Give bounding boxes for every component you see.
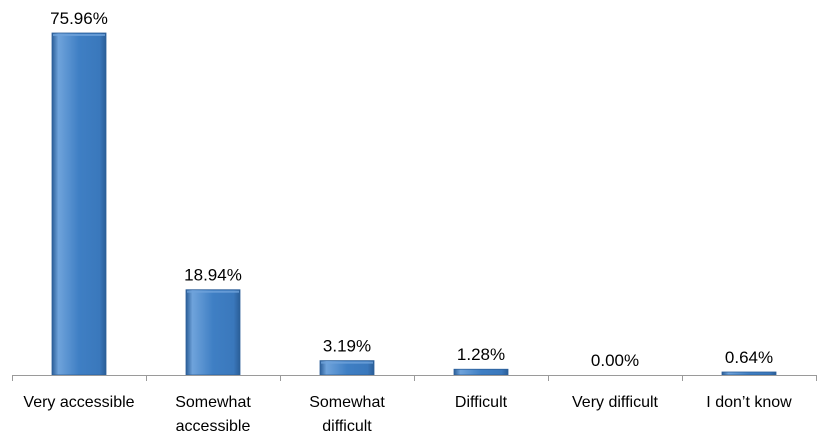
category-label-line: I don’t know <box>706 394 792 411</box>
bar <box>185 289 241 376</box>
data-label: 0.64% <box>725 348 773 367</box>
category-label: Somewhat accessible <box>175 394 251 435</box>
bars-layer <box>51 32 777 376</box>
data-label: 1.28% <box>457 345 505 364</box>
category-label-line: difficult <box>322 418 372 435</box>
category-label: Very accessible <box>23 394 134 411</box>
data-label: 18.94% <box>184 266 242 285</box>
category-label-line: Somewhat <box>175 394 251 411</box>
bar-rect <box>453 368 509 376</box>
category-labels-layer: Very accessible Somewhat accessibleSomewha… <box>23 394 792 435</box>
category-label-line: Somewhat <box>309 394 385 411</box>
category-label-line: Very difficult <box>572 394 659 411</box>
bar-rect <box>721 371 777 376</box>
x-axis <box>12 375 817 381</box>
bar <box>319 360 375 376</box>
bar <box>51 32 107 376</box>
data-label: 0.00% <box>591 351 639 370</box>
data-label: 3.19% <box>323 337 371 356</box>
bar <box>721 371 777 376</box>
category-label: Difficult <box>455 394 508 411</box>
category-label-line: Very accessible <box>23 394 134 411</box>
bar-rect <box>51 32 107 376</box>
category-label-line: accessible <box>176 418 251 435</box>
data-labels-layer: 75.96% 18.94% 3.19% 1.28% 0.00% 0.64% <box>50 9 773 370</box>
bar <box>453 368 509 376</box>
category-label-line: Difficult <box>455 394 508 411</box>
bar-highlight <box>53 34 105 36</box>
category-label: Somewhat difficult <box>309 394 385 435</box>
category-label: Very difficult <box>572 394 659 411</box>
data-label: 75.96% <box>50 9 108 28</box>
bar-rect <box>185 289 241 376</box>
bar-highlight <box>187 290 239 293</box>
bar-highlight <box>321 361 373 364</box>
category-label: I don’t know <box>706 394 792 411</box>
